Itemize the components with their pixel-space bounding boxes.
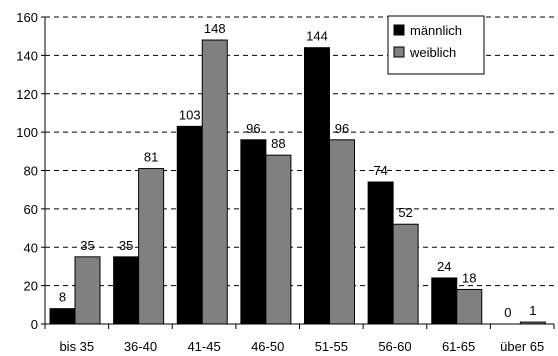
data-label: 8 [59,290,66,305]
y-tick-label: 120 [16,87,38,102]
axes [44,17,555,329]
x-category-label: bis 35 [59,339,94,354]
y-tick-label: 40 [24,240,38,255]
x-category-label: über 65 [500,339,544,354]
legend-swatch [393,46,405,58]
bar-weiblich [201,39,228,325]
x-axis-categories: bis 35 36-40 41-45 46-50 51-55 56-60 61-65 über… [59,339,544,354]
data-label: 0 [504,305,511,320]
bar-maennlich [431,277,458,325]
data-label: 96 [335,121,349,136]
y-tick-label: 60 [24,202,38,217]
y-axis-ticks: 0 20 40 60 80 100 120 140 160 [16,10,45,332]
y-tick-label: 80 [24,164,38,179]
legend: männlich weiblich [387,15,485,75]
bars [49,39,546,325]
data-label: 24 [437,259,451,274]
bar-weiblich [74,256,101,325]
data-label: 148 [204,21,226,36]
data-label: 88 [271,136,285,151]
data-label: 103 [179,107,201,122]
x-category-label: 56-60 [378,339,411,354]
x-category-label: 61-65 [442,339,475,354]
bar-maennlich [367,181,394,325]
data-label: 35 [119,238,133,253]
x-category-label: 36-40 [124,339,157,354]
legend-label: männlich [410,23,462,38]
bar-maennlich [113,256,140,325]
bar-weiblich [138,168,165,325]
grid-lines [45,16,554,287]
bar-maennlich [304,47,330,325]
data-label: 96 [246,121,260,136]
legend-label: weiblich [409,45,456,60]
bar-maennlich [49,308,76,325]
data-label: 18 [462,270,476,285]
data-label: 74 [373,163,387,178]
bar-weiblich [329,139,355,325]
data-label: 52 [398,205,412,220]
bar-weiblich [265,154,292,325]
y-tick-label: 160 [16,10,38,25]
x-category-label: 51-55 [315,339,348,354]
bar-weiblich [456,288,483,325]
data-label: 35 [80,238,94,253]
data-label: 1 [529,303,536,318]
bar-maennlich [240,139,267,325]
y-tick-label: 0 [31,317,38,332]
y-tick-label: 20 [24,279,38,294]
legend-swatch [393,24,405,36]
data-label: 81 [144,150,158,165]
bar-maennlich [176,125,203,325]
y-tick-label: 140 [16,48,38,63]
data-label: 144 [306,29,328,44]
data-labels: 8 35 35 81 103 148 96 88 144 96 74 52 24 18 0 1 [59,21,537,320]
x-category-label: 46-50 [251,339,284,354]
x-category-label: 41-45 [187,339,220,354]
bar-weiblich [392,223,419,325]
y-tick-label: 100 [16,125,38,140]
